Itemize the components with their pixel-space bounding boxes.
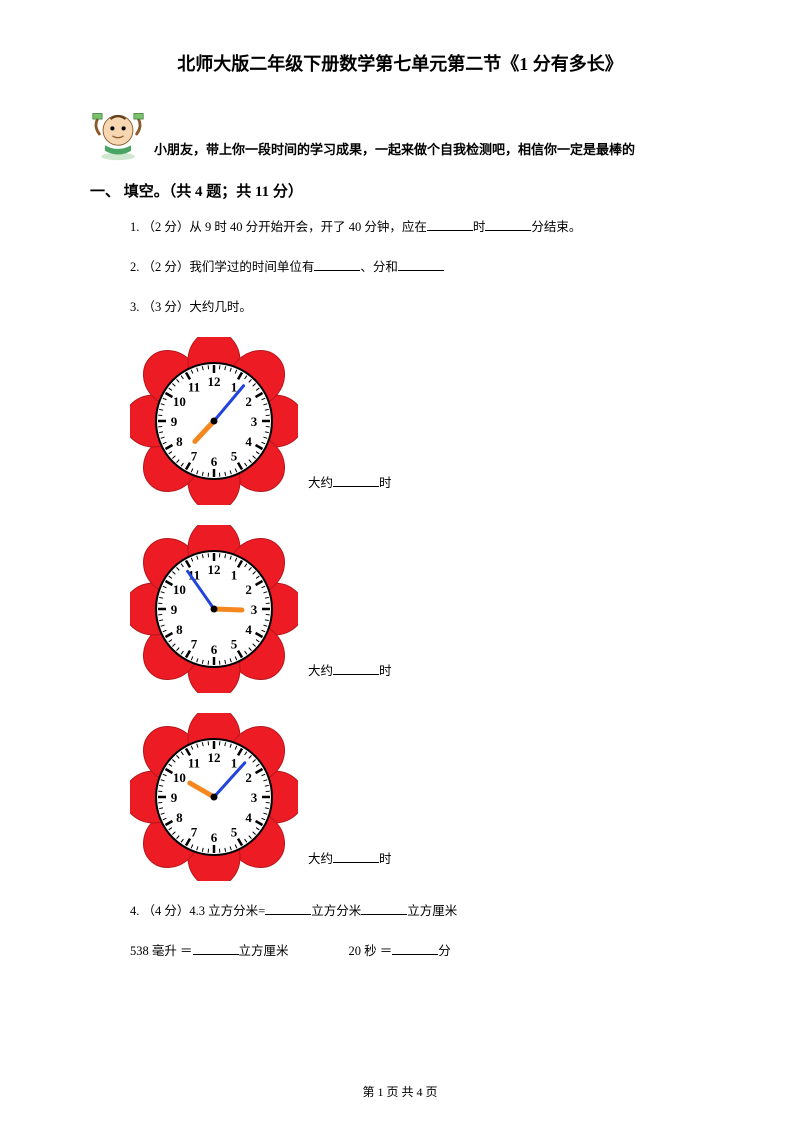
q1-mid: 时 [473, 220, 486, 234]
svg-text:1: 1 [231, 567, 238, 582]
q4b-4: 分 [438, 944, 451, 958]
svg-text:11: 11 [188, 379, 200, 394]
q4b-2: 立方厘米 [239, 944, 289, 958]
svg-text:4: 4 [245, 810, 252, 825]
svg-text:7: 7 [191, 825, 198, 840]
q2-text: 2. （2 分）我们学过的时间单位有 [130, 260, 314, 274]
svg-text:1: 1 [231, 755, 238, 770]
svg-text:7: 7 [191, 449, 198, 464]
clock-row: 123456789101112 大约时 [130, 525, 710, 693]
clock-icon: 123456789101112 [130, 337, 298, 505]
blank [265, 901, 311, 915]
svg-text:10: 10 [173, 582, 186, 597]
svg-text:1: 1 [231, 379, 238, 394]
clock-label: 大约时 [308, 472, 392, 505]
blank [314, 257, 360, 271]
q2-mid: 、分和 [360, 260, 398, 274]
clock-row: 123456789101112 大约时 [130, 713, 710, 881]
svg-text:9: 9 [171, 790, 178, 805]
question-1: 1. （2 分）从 9 时 40 分开始开会，开了 40 分钟，应在 时 分结束。 [130, 217, 710, 237]
svg-text:5: 5 [231, 449, 238, 464]
question-4b: 538 毫升 ＝ 立方厘米 20 秒 ＝ 分 [130, 941, 710, 961]
svg-text:2: 2 [245, 770, 252, 785]
q4a-text: 4. （4 分）4.3 立方分米= [130, 904, 265, 918]
page-footer: 第 1 页 共 4 页 [0, 1083, 800, 1100]
q4b-3: 20 秒 ＝ [349, 944, 393, 958]
svg-text:3: 3 [251, 790, 258, 805]
question-2: 2. （2 分）我们学过的时间单位有 、分和 [130, 257, 710, 277]
svg-text:5: 5 [231, 825, 238, 840]
svg-text:8: 8 [176, 434, 183, 449]
svg-text:3: 3 [251, 414, 258, 429]
clock-label: 大约时 [308, 660, 392, 693]
q4a-end: 立方厘米 [407, 904, 457, 918]
svg-text:12: 12 [208, 374, 221, 389]
mascot-icon [90, 106, 146, 162]
svg-text:2: 2 [245, 582, 252, 597]
q4b-1: 538 毫升 ＝ [130, 944, 193, 958]
blank [485, 217, 531, 231]
intro-text: 小朋友，带上你一段时间的学习成果，一起来做个自我检测吧，相信你一定是最棒的 [154, 139, 635, 162]
svg-text:3: 3 [251, 602, 258, 617]
svg-text:5: 5 [231, 637, 238, 652]
svg-text:6: 6 [211, 642, 218, 657]
q1-end: 分结束。 [531, 220, 581, 234]
q1-text: 1. （2 分）从 9 时 40 分开始开会，开了 40 分钟，应在 [130, 220, 427, 234]
intro-row: 小朋友，带上你一段时间的学习成果，一起来做个自我检测吧，相信你一定是最棒的 [90, 106, 710, 162]
svg-text:10: 10 [173, 770, 186, 785]
svg-text:6: 6 [211, 830, 218, 845]
clock-row: 123456789101112 大约时 [130, 337, 710, 505]
blank [392, 941, 438, 955]
svg-text:11: 11 [188, 755, 200, 770]
question-4a: 4. （4 分）4.3 立方分米= 立方分米 立方厘米 [130, 901, 710, 921]
svg-text:7: 7 [191, 637, 198, 652]
blank [333, 661, 379, 675]
blank [193, 941, 239, 955]
blank [333, 473, 379, 487]
clock-icon: 123456789101112 [130, 525, 298, 693]
q4a-mid: 立方分米 [311, 904, 361, 918]
blank [361, 901, 407, 915]
svg-text:8: 8 [176, 622, 183, 637]
svg-text:4: 4 [245, 622, 252, 637]
blank [427, 217, 473, 231]
svg-text:2: 2 [245, 394, 252, 409]
svg-text:9: 9 [171, 602, 178, 617]
clock-icon: 123456789101112 [130, 713, 298, 881]
page-title: 北师大版二年级下册数学第七单元第二节《1 分有多长》 [90, 50, 710, 76]
section-heading: 一、 填空。（共 4 题；共 11 分） [90, 180, 710, 201]
svg-text:10: 10 [173, 394, 186, 409]
blank [398, 257, 444, 271]
svg-text:12: 12 [208, 750, 221, 765]
svg-text:4: 4 [245, 434, 252, 449]
blank [333, 849, 379, 863]
question-3: 3. （3 分）大约几时。 [130, 297, 710, 317]
svg-text:8: 8 [176, 810, 183, 825]
svg-text:6: 6 [211, 454, 218, 469]
svg-text:9: 9 [171, 414, 178, 429]
clock-label: 大约时 [308, 848, 392, 881]
svg-text:12: 12 [208, 562, 221, 577]
